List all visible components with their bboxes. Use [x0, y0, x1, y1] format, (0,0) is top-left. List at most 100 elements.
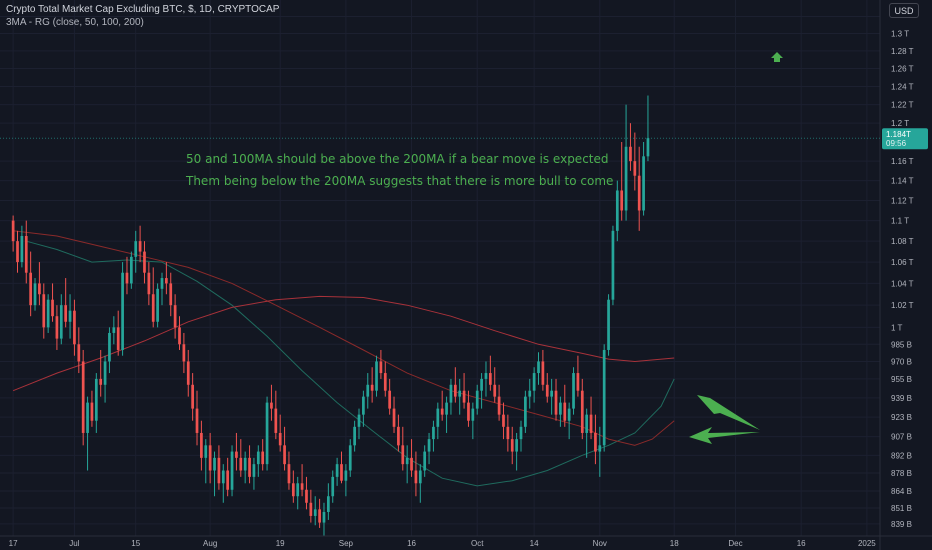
y-tick-label: 1 T [891, 323, 903, 332]
candle-body [217, 457, 221, 484]
y-tick-label: 1.26 T [891, 65, 914, 74]
candlesticks [11, 95, 650, 536]
y-tick-label: 851 B [891, 504, 912, 513]
candle-body [348, 445, 352, 471]
candle-body [68, 310, 72, 322]
x-tick-label: 18 [670, 539, 679, 548]
candle-body [129, 256, 133, 284]
candle-body [38, 283, 41, 295]
candle-body [178, 327, 181, 345]
y-tick-label: 985 B [891, 340, 912, 349]
candle-body [642, 156, 645, 211]
candle-body [646, 138, 650, 157]
candle-body [418, 470, 422, 484]
candle-body [401, 445, 405, 465]
candle-body [20, 235, 24, 263]
candle-body [81, 361, 85, 433]
candle-body [449, 384, 453, 403]
x-tick-label: Sep [339, 539, 354, 548]
candle-body [458, 390, 462, 397]
y-tick-label: 1.16 T [891, 157, 914, 166]
candle-body [313, 509, 317, 516]
candle-body [261, 451, 265, 465]
candle-body [243, 457, 247, 471]
candle-body [121, 272, 124, 350]
ma-line-ma100 [13, 230, 675, 446]
candle-body [344, 470, 348, 481]
candle-body [427, 439, 431, 452]
x-tick-label: 17 [9, 539, 18, 548]
candle-body [90, 402, 94, 421]
candle-body [423, 451, 427, 471]
candle-body [379, 361, 383, 374]
annotation-text-1: 50 and 100MA should be above the 200MA i… [186, 152, 609, 166]
candle-body [580, 390, 584, 433]
candle-body [11, 220, 15, 242]
candle-body [611, 230, 615, 300]
chart-title: Crypto Total Market Cap Excluding BTC, $… [6, 4, 280, 15]
candle-body [357, 414, 361, 427]
candle-body [116, 327, 120, 350]
candle-body [287, 464, 291, 484]
candle-body [252, 464, 256, 477]
candle-body [370, 384, 374, 391]
candle-body [169, 283, 173, 306]
y-tick-label: 1.02 T [891, 301, 914, 310]
candle-body [602, 349, 606, 446]
candle-body [309, 502, 313, 516]
candle-body [589, 414, 593, 433]
candle-body [537, 361, 540, 374]
candle-body [151, 294, 155, 322]
candle-body [291, 483, 295, 497]
candle-body [462, 390, 466, 403]
candle-body [615, 190, 619, 231]
candle-body [620, 190, 624, 211]
candle-body [108, 332, 111, 362]
candle-body [576, 373, 580, 391]
candle-body [375, 361, 378, 391]
candle-body [480, 378, 483, 391]
candle-body [629, 146, 632, 162]
y-tick-label: 1.14 T [891, 177, 914, 186]
arrow-up-small [771, 52, 783, 62]
candle-body [182, 344, 186, 362]
candle-body [138, 241, 142, 252]
candle-body [134, 241, 138, 257]
candle-body [554, 390, 558, 415]
candle-body [598, 445, 602, 452]
candle-body [484, 373, 488, 379]
y-tick-label: 839 B [891, 520, 912, 529]
y-tick-label: 892 B [891, 451, 912, 460]
candle-body [594, 432, 597, 452]
y-tick-label: 1.06 T [891, 258, 914, 267]
candle-body [471, 408, 475, 421]
arrow-left [689, 427, 760, 444]
candle-body [226, 470, 230, 490]
candle-body [519, 426, 523, 440]
candle-body [432, 426, 435, 440]
candle-body [388, 390, 392, 409]
candle-body [77, 344, 81, 362]
candle-body [414, 470, 418, 484]
candle-body [572, 373, 575, 409]
candle-body [94, 378, 98, 421]
y-tick-label: 1.24 T [891, 82, 914, 91]
x-tick-label: 15 [131, 539, 140, 548]
y-tick-label: 1.3 T [891, 30, 909, 39]
candle-body [510, 439, 514, 452]
candle-body [112, 327, 116, 333]
candle-body [42, 294, 46, 328]
x-tick-label: Nov [593, 539, 607, 548]
candle-body [624, 146, 628, 211]
y-tick-label: 1.22 T [891, 101, 914, 110]
x-tick-label: 16 [407, 539, 416, 548]
candle-body [221, 470, 225, 484]
candle-body [278, 432, 282, 446]
y-tick-label: 878 B [891, 469, 912, 478]
candle-body [585, 414, 589, 433]
candle-body [322, 511, 326, 523]
currency-button[interactable]: USD [889, 3, 919, 18]
candle-body [550, 390, 553, 397]
indicator-legend[interactable]: 3MA - RG (close, 50, 100, 200) [6, 17, 144, 28]
